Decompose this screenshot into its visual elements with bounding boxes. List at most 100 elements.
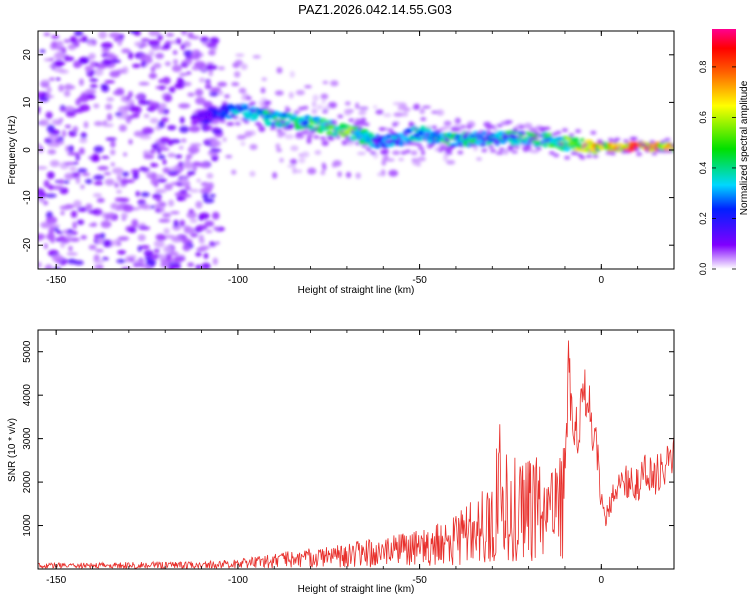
- heatmap-cell: [209, 193, 216, 198]
- heatmap-cell: [153, 62, 162, 69]
- heatmap-cell: [633, 147, 640, 152]
- heatmap-cell: [206, 124, 213, 129]
- heatmap-cell: [88, 223, 98, 227]
- heatmap-cell: [162, 159, 167, 165]
- heatmap-cell: [330, 119, 337, 124]
- heatmap-cell: [129, 31, 139, 34]
- heatmap-cell: [55, 77, 61, 81]
- heatmap-cell: [40, 221, 52, 229]
- heatmap-cell: [188, 208, 195, 214]
- heatmap-cell: [187, 92, 195, 97]
- heatmap-cell: [187, 145, 200, 154]
- heatmap-cell: [275, 143, 281, 150]
- heatmap-cell: [77, 219, 85, 225]
- heatmap-cell: [141, 127, 154, 135]
- heatmap-cell: [365, 147, 372, 152]
- heatmap-cell: [311, 108, 318, 115]
- snr-y-label: SNR (10 * v/v): [7, 418, 18, 482]
- heatmap-cell: [187, 262, 195, 268]
- heatmap-cell: [274, 90, 284, 96]
- heatmap-cell: [80, 132, 87, 139]
- heatmap-cell: [85, 203, 93, 211]
- heatmap-cell: [265, 100, 272, 105]
- heatmap-cell: [191, 49, 200, 55]
- heatmap-cell: [301, 120, 310, 124]
- heatmap-cell: [213, 126, 220, 131]
- heatmap-cell: [392, 102, 403, 106]
- heatmap-cell: [93, 103, 100, 109]
- heatmap-cell: [115, 112, 123, 117]
- heatmap-cell: [360, 117, 367, 123]
- heatmap-cell: [383, 112, 392, 118]
- heatmap-cell: [199, 188, 207, 194]
- heatmap-cell: [105, 137, 117, 141]
- heatmap-cell: [402, 107, 411, 112]
- heatmap-cell: [415, 142, 422, 147]
- heatmap-cell: [150, 205, 155, 209]
- heatmap-cell: [69, 237, 80, 242]
- heatmap-cell: [208, 182, 214, 190]
- heatmap-cell: [529, 127, 537, 133]
- heatmap-cell: [503, 148, 509, 155]
- heatmap-cell: [201, 262, 211, 269]
- heatmap-cell: [195, 252, 202, 257]
- heatmap-cell: [109, 70, 121, 78]
- heatmap-cell: [120, 197, 130, 203]
- heatmap-cell: [184, 158, 191, 167]
- heatmap-cell: [222, 137, 227, 143]
- heatmap-cell: [69, 166, 77, 172]
- heatmap-cell: [210, 140, 222, 147]
- heatmap-cell: [79, 58, 89, 64]
- snr-x-label: Height of straight line (km): [298, 584, 415, 595]
- heatmap-cell: [234, 59, 243, 66]
- heatmap-cell: [168, 199, 175, 207]
- heatmap-cell: [511, 128, 518, 133]
- heatmap-cell: [190, 232, 199, 238]
- heatmap-cell: [154, 189, 167, 194]
- heatmap-cell: [620, 149, 627, 154]
- heatmap-cell: [158, 78, 164, 84]
- heatmap-cell: [93, 181, 104, 186]
- heatmap-cell: [117, 241, 122, 246]
- heatmap-cell: [51, 185, 64, 190]
- heatmap-cell: [198, 77, 206, 83]
- heatmap-cell: [295, 89, 305, 96]
- heatmap-cell: [173, 262, 181, 269]
- heatmap-cell: [153, 248, 160, 253]
- heatmap-cell: [59, 107, 67, 112]
- heatmap-cell: [212, 157, 218, 161]
- heatmap-cell: [120, 95, 127, 102]
- heatmap-cell: [531, 136, 538, 141]
- heatmap-cell: [132, 172, 139, 180]
- heatmap-cell: [523, 122, 533, 130]
- snr-y-tick-label: 1000: [22, 514, 33, 537]
- heatmap-cell: [186, 153, 193, 160]
- heatmap-cell: [38, 145, 44, 153]
- heatmap-cell: [73, 31, 84, 37]
- heatmap-cell: [180, 31, 188, 36]
- heatmap-cell: [67, 152, 78, 156]
- heatmap-cell: [169, 138, 181, 144]
- heatmap-cell: [212, 226, 220, 230]
- heatmap-cell: [77, 206, 88, 213]
- heatmap-cell: [384, 153, 389, 161]
- heatmap-cell: [46, 171, 55, 180]
- heatmap-cell: [133, 130, 145, 137]
- snr-frame: [37, 329, 675, 570]
- heatmap-cell: [153, 203, 162, 209]
- heatmap-cell: [85, 88, 97, 95]
- heatmap-cell: [387, 128, 394, 133]
- heatmap-cell: [167, 170, 179, 177]
- heatmap-cell: [169, 40, 177, 44]
- heatmap-cell: [460, 124, 466, 129]
- heatmap-cell: [235, 53, 245, 57]
- heatmap-cell: [321, 140, 329, 147]
- heatmap-cell: [58, 235, 67, 242]
- heatmap-cell: [477, 133, 483, 139]
- heatmap-cell: [321, 99, 326, 104]
- heatmap-cell: [79, 137, 88, 144]
- heatmap-cell: [81, 35, 88, 43]
- heatmap-cell: [163, 228, 170, 235]
- heatmap-cell: [279, 157, 284, 163]
